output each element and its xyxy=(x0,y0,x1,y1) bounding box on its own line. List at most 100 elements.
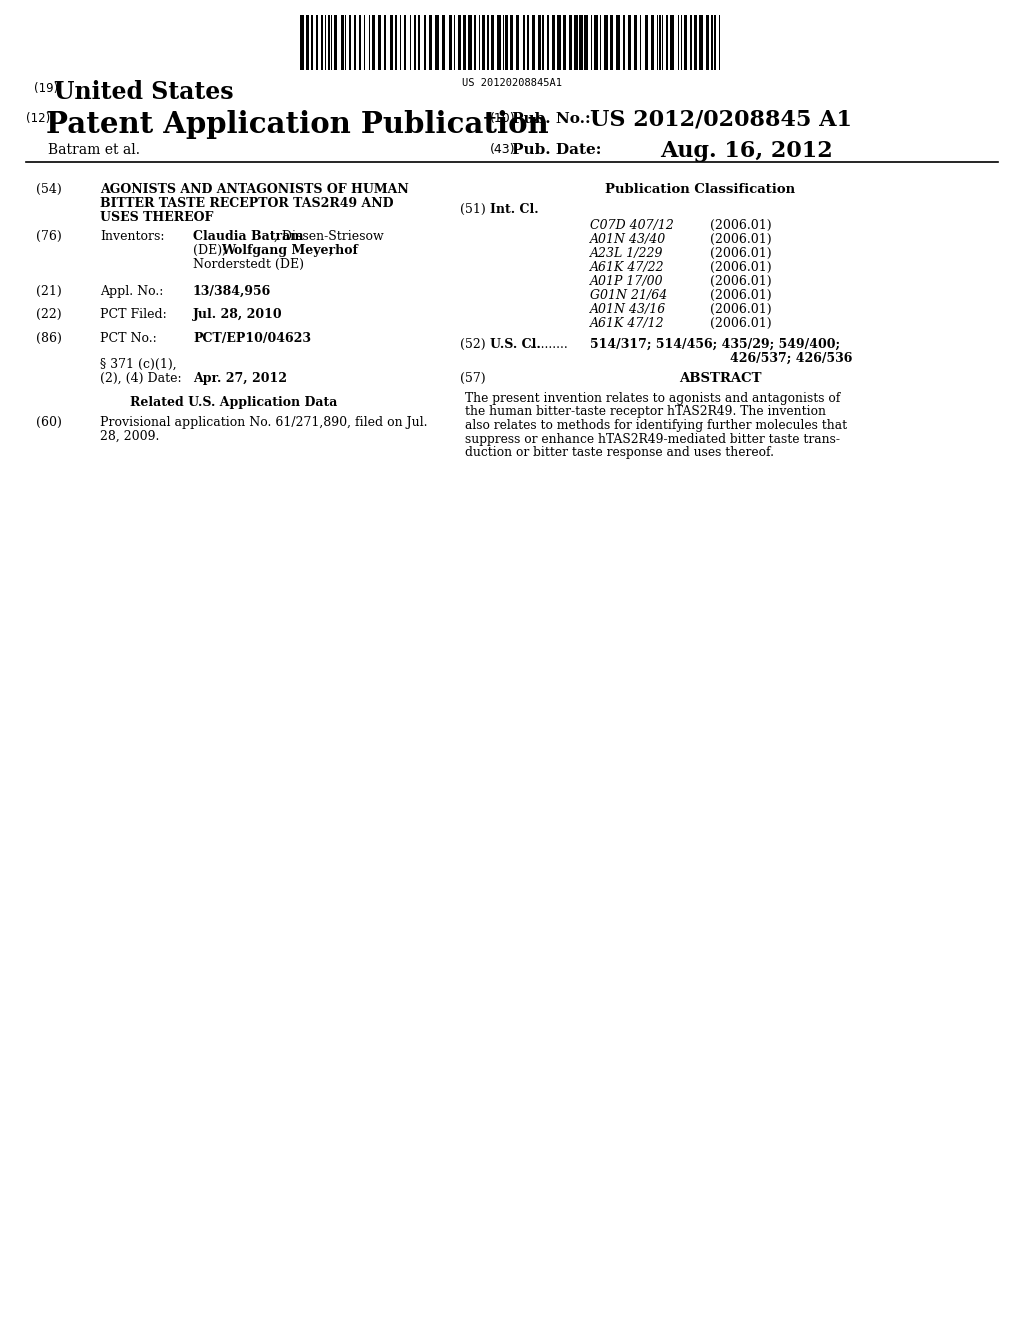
Bar xyxy=(316,15,318,70)
Text: (2006.01): (2006.01) xyxy=(710,219,772,232)
Text: US 20120208845A1: US 20120208845A1 xyxy=(462,78,562,88)
Text: Provisional application No. 61/271,890, filed on Jul.: Provisional application No. 61/271,890, … xyxy=(100,416,427,429)
Bar xyxy=(538,15,541,70)
Text: (2006.01): (2006.01) xyxy=(710,275,772,288)
Text: (2006.01): (2006.01) xyxy=(710,261,772,275)
Text: A61K 47/12: A61K 47/12 xyxy=(590,317,665,330)
Bar xyxy=(694,15,697,70)
Bar xyxy=(414,15,416,70)
Bar xyxy=(378,15,381,70)
Text: (2006.01): (2006.01) xyxy=(710,317,772,330)
Bar xyxy=(404,15,406,70)
Text: Norderstedt (DE): Norderstedt (DE) xyxy=(193,257,304,271)
Bar xyxy=(563,15,566,70)
Bar xyxy=(699,15,703,70)
Text: duction or bitter taste response and uses thereof.: duction or bitter taste response and use… xyxy=(465,446,774,459)
Bar xyxy=(706,15,709,70)
Bar xyxy=(584,15,588,70)
Text: (43): (43) xyxy=(490,143,515,156)
Bar xyxy=(604,15,608,70)
Text: (2006.01): (2006.01) xyxy=(710,234,772,246)
Text: Apr. 27, 2012: Apr. 27, 2012 xyxy=(193,372,287,385)
Text: PCT No.:: PCT No.: xyxy=(100,333,157,345)
Text: 426/537; 426/536: 426/537; 426/536 xyxy=(730,352,852,366)
Text: (60): (60) xyxy=(36,416,61,429)
Bar xyxy=(623,15,625,70)
Text: ABSTRACT: ABSTRACT xyxy=(679,372,761,385)
Bar xyxy=(490,15,494,70)
Bar xyxy=(542,15,544,70)
Bar xyxy=(505,15,508,70)
Text: 28, 2009.: 28, 2009. xyxy=(100,430,160,444)
Text: (76): (76) xyxy=(36,230,61,243)
Bar xyxy=(424,15,426,70)
Bar xyxy=(306,15,309,70)
Bar xyxy=(372,15,375,70)
Bar xyxy=(651,15,654,70)
Bar xyxy=(321,15,323,70)
Text: Batram et al.: Batram et al. xyxy=(48,143,140,157)
Bar xyxy=(354,15,356,70)
Bar xyxy=(523,15,525,70)
Text: A01N 43/40: A01N 43/40 xyxy=(590,234,667,246)
Text: (12): (12) xyxy=(26,112,50,125)
Text: also relates to methods for identifying further molecules that: also relates to methods for identifying … xyxy=(465,418,847,432)
Text: Publication Classification: Publication Classification xyxy=(605,183,795,195)
Text: Claudia Batram: Claudia Batram xyxy=(193,230,303,243)
Text: C07D 407/12: C07D 407/12 xyxy=(590,219,674,232)
Bar xyxy=(458,15,461,70)
Text: (2006.01): (2006.01) xyxy=(710,304,772,315)
Bar xyxy=(670,15,674,70)
Bar xyxy=(390,15,393,70)
Bar xyxy=(569,15,572,70)
Bar xyxy=(349,15,351,70)
Bar xyxy=(429,15,432,70)
Bar xyxy=(532,15,535,70)
Bar xyxy=(547,15,549,70)
Text: ,: , xyxy=(329,244,333,257)
Bar xyxy=(616,15,620,70)
Bar xyxy=(714,15,716,70)
Bar xyxy=(579,15,583,70)
Text: Int. Cl.: Int. Cl. xyxy=(490,203,539,216)
Text: USES THEREOF: USES THEREOF xyxy=(100,211,213,224)
Bar xyxy=(684,15,687,70)
Text: § 371 (c)(1),: § 371 (c)(1), xyxy=(100,358,176,371)
Text: Jul. 28, 2010: Jul. 28, 2010 xyxy=(193,308,283,321)
Text: 13/384,956: 13/384,956 xyxy=(193,285,271,298)
Text: (21): (21) xyxy=(36,285,61,298)
Text: (10): (10) xyxy=(490,112,516,125)
Text: (2006.01): (2006.01) xyxy=(710,289,772,302)
Text: AGONISTS AND ANTAGONISTS OF HUMAN: AGONISTS AND ANTAGONISTS OF HUMAN xyxy=(100,183,409,195)
Text: (DE);: (DE); xyxy=(193,244,230,257)
Text: Wolfgang Meyerhof: Wolfgang Meyerhof xyxy=(221,244,357,257)
Text: Pub. Date:: Pub. Date: xyxy=(512,143,601,157)
Text: (51): (51) xyxy=(460,203,485,216)
Text: PCT/EP10/04623: PCT/EP10/04623 xyxy=(193,333,311,345)
Bar xyxy=(497,15,501,70)
Text: Related U.S. Application Data: Related U.S. Application Data xyxy=(130,396,337,409)
Text: (57): (57) xyxy=(460,372,485,385)
Bar xyxy=(395,15,397,70)
Bar xyxy=(334,15,337,70)
Bar xyxy=(628,15,631,70)
Text: (2006.01): (2006.01) xyxy=(710,247,772,260)
Bar xyxy=(594,15,598,70)
Text: (19): (19) xyxy=(34,82,58,95)
Bar xyxy=(449,15,452,70)
Text: Inventors:: Inventors: xyxy=(100,230,165,243)
Bar xyxy=(510,15,513,70)
Bar xyxy=(527,15,529,70)
Bar xyxy=(435,15,439,70)
Bar xyxy=(487,15,489,70)
Bar xyxy=(341,15,344,70)
Bar xyxy=(359,15,361,70)
Text: 514/317; 514/456; 435/29; 549/400;: 514/317; 514/456; 435/29; 549/400; xyxy=(590,338,840,351)
Text: A61K 47/22: A61K 47/22 xyxy=(590,261,665,275)
Bar xyxy=(328,15,330,70)
Bar xyxy=(666,15,668,70)
Text: A01N 43/16: A01N 43/16 xyxy=(590,304,667,315)
Bar xyxy=(659,15,662,70)
Bar xyxy=(418,15,420,70)
Text: (52): (52) xyxy=(460,338,485,351)
